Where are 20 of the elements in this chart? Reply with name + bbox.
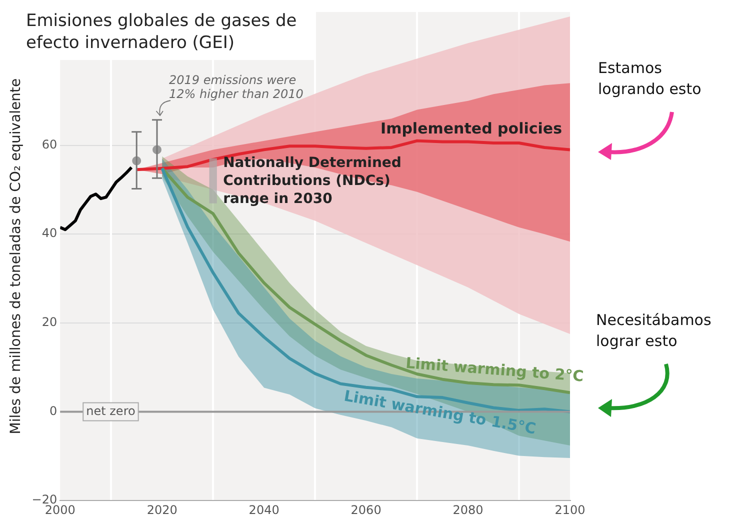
y-tick-label: 0 <box>49 404 58 418</box>
x-tick-label: 2060 <box>350 502 382 517</box>
text: Necesitábamos lograr esto <box>596 310 712 352</box>
x-tick-label: 2000 <box>44 502 76 517</box>
annotation: 2019 emissions were 12% higher than 2010 <box>169 72 304 101</box>
y-tick-label: 40 <box>42 226 58 240</box>
text: Limit warming to 1.5°C <box>342 386 538 438</box>
series-label: Implemented policies <box>380 120 562 138</box>
text: Estamos logrando esto <box>598 58 702 100</box>
series-label: Limit warming to 2°C <box>405 354 584 386</box>
ref-line-label: net zero <box>86 404 136 418</box>
text: Emisiones globales de gases de efecto invernadero (GEI) <box>14 6 316 60</box>
x-tick-label: 2040 <box>248 502 280 517</box>
annotation: Nationally Determined Contributions (NDCs) range in 2030 <box>223 155 402 208</box>
x-tick-label: 2020 <box>146 502 178 517</box>
x-tick-label: 2080 <box>452 502 484 517</box>
x-tick-label: 2100 <box>554 502 586 517</box>
y-tick-label: 20 <box>42 315 58 330</box>
y-axis-title: Miles de millones de toneladas de CO₂ equivalente <box>8 78 24 434</box>
y-tick-label: 60 <box>42 137 58 152</box>
